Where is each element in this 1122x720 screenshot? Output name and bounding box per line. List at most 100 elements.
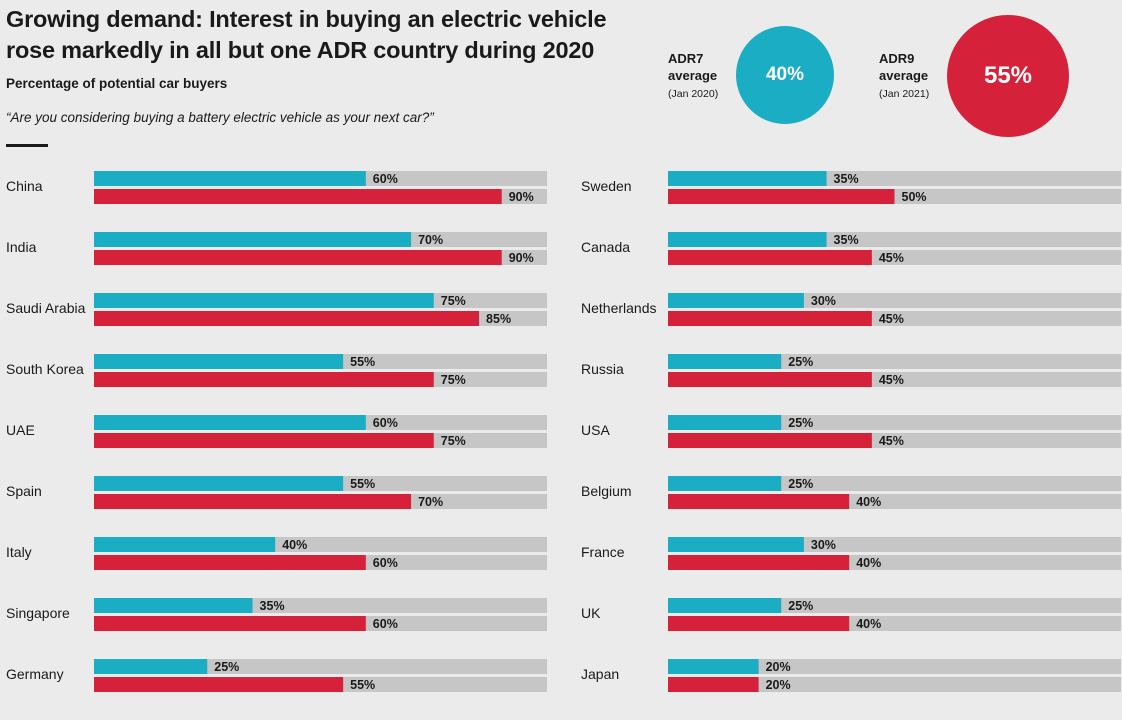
value-adr9-singapore: 60% (373, 617, 398, 631)
adr7-label-average: average (668, 68, 718, 83)
value-adr9-france: 40% (856, 556, 881, 570)
bar-adr9-uk (668, 616, 850, 631)
bar-adr7-russia (668, 354, 782, 369)
country-label-japan: Japan (581, 666, 619, 682)
value-adr7-singapore: 35% (260, 599, 285, 613)
adr7-average-label: ADR7 average (Jan 2020) (668, 50, 718, 103)
country-label-france: France (581, 544, 625, 560)
bar-adr9-saudi-arabia (94, 311, 480, 326)
country-label-south-korea: South Korea (6, 361, 84, 377)
value-adr7-italy: 40% (282, 538, 307, 552)
adr9-average-circle: 55% (947, 15, 1069, 137)
bar-adr7-south-korea (94, 354, 344, 369)
adr9-average-value: 55% (983, 62, 1033, 89)
adr9-period: (Jan 2021) (879, 88, 930, 100)
bar-adr9-uae (94, 433, 434, 448)
value-adr7-india: 70% (418, 233, 443, 247)
bar-adr7-japan (668, 659, 759, 674)
value-adr7-france: 30% (811, 538, 836, 552)
adr7-average-value: 40% (765, 64, 805, 85)
adr9-label-average: average (879, 68, 929, 83)
adr7-label: ADR7 (668, 51, 704, 66)
value-adr9-sweden: 50% (902, 190, 927, 204)
bar-adr9-netherlands (668, 311, 872, 326)
bar-adr9-spain (94, 494, 412, 509)
bar-adr9-usa (668, 433, 872, 448)
country-label-italy: Italy (6, 544, 32, 560)
value-adr7-usa: 25% (788, 416, 813, 430)
bar-adr7-india (94, 232, 412, 247)
value-adr9-belgium: 40% (856, 495, 881, 509)
country-label-uk: UK (581, 605, 601, 621)
adr9-average-label: ADR9 average (Jan 2021) (879, 50, 929, 103)
value-adr9-japan: 20% (766, 678, 791, 692)
divider-rule (6, 144, 48, 147)
value-adr9-italy: 60% (373, 556, 398, 570)
value-adr7-saudi-arabia: 75% (441, 294, 466, 308)
bar-adr9-sweden (668, 189, 895, 204)
country-label-china: China (6, 178, 43, 194)
country-label-india: India (6, 239, 37, 255)
value-adr9-uae: 75% (441, 434, 466, 448)
bar-adr9-italy (94, 555, 366, 570)
survey-question: “Are you considering buying a battery el… (6, 110, 434, 125)
bar-adr9-china (94, 189, 502, 204)
bar-adr7-france (668, 537, 804, 552)
adr7-average-circle: 40% (736, 26, 834, 124)
value-adr7-uae: 60% (373, 416, 398, 430)
bar-adr7-saudi-arabia (94, 293, 434, 308)
adr9-label: ADR9 (879, 51, 915, 66)
value-adr7-china: 60% (373, 172, 398, 186)
value-adr7-netherlands: 30% (811, 294, 836, 308)
country-label-uae: UAE (6, 422, 35, 438)
track-adr7-japan (668, 659, 1121, 674)
value-adr7-spain: 55% (350, 477, 375, 491)
bar-adr7-uae (94, 415, 366, 430)
country-label-spain: Spain (6, 483, 42, 499)
value-adr9-uk: 40% (856, 617, 881, 631)
country-label-canada: Canada (581, 239, 630, 255)
bar-adr9-russia (668, 372, 872, 387)
country-label-russia: Russia (581, 361, 624, 377)
bar-adr7-germany (94, 659, 208, 674)
value-adr9-germany: 55% (350, 678, 375, 692)
bar-adr9-canada (668, 250, 872, 265)
bar-adr9-india (94, 250, 502, 265)
value-adr7-russia: 25% (788, 355, 813, 369)
bar-adr7-canada (668, 232, 827, 247)
value-adr9-india: 90% (509, 251, 534, 265)
country-label-sweden: Sweden (581, 178, 632, 194)
value-adr9-china: 90% (509, 190, 534, 204)
value-adr7-belgium: 25% (788, 477, 813, 491)
bar-adr7-singapore (94, 598, 253, 613)
value-adr7-japan: 20% (766, 660, 791, 674)
bar-adr9-japan (668, 677, 759, 692)
chart-subtitle: Percentage of potential car buyers (6, 76, 228, 91)
value-adr7-canada: 35% (834, 233, 859, 247)
value-adr7-germany: 25% (214, 660, 239, 674)
bar-adr9-belgium (668, 494, 850, 509)
bar-adr9-germany (94, 677, 344, 692)
value-adr9-south-korea: 75% (441, 373, 466, 387)
bar-adr7-uk (668, 598, 782, 613)
value-adr9-russia: 45% (879, 373, 904, 387)
bar-adr7-italy (94, 537, 276, 552)
value-adr7-south-korea: 55% (350, 355, 375, 369)
bar-adr7-netherlands (668, 293, 804, 308)
value-adr9-usa: 45% (879, 434, 904, 448)
country-label-belgium: Belgium (581, 483, 632, 499)
bar-adr9-france (668, 555, 850, 570)
bar-adr7-usa (668, 415, 782, 430)
bar-adr7-sweden (668, 171, 827, 186)
bar-adr9-south-korea (94, 372, 434, 387)
country-label-germany: Germany (6, 666, 64, 682)
track-adr9-japan (668, 677, 1121, 692)
bar-adr9-singapore (94, 616, 366, 631)
value-adr9-canada: 45% (879, 251, 904, 265)
adr7-period: (Jan 2020) (668, 88, 719, 100)
value-adr9-spain: 70% (418, 495, 443, 509)
value-adr7-uk: 25% (788, 599, 813, 613)
country-label-netherlands: Netherlands (581, 300, 657, 316)
value-adr9-saudi-arabia: 85% (486, 312, 511, 326)
